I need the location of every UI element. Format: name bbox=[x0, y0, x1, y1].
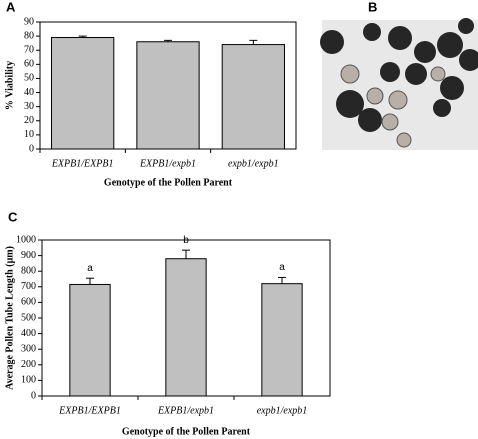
y-tick-label: 400 bbox=[21, 328, 36, 339]
y-tick-label: 40 bbox=[24, 87, 34, 98]
micrograph bbox=[320, 18, 478, 150]
y-tick-label: 90 bbox=[24, 16, 34, 27]
x-tick-label: EXPB1/expb1 bbox=[139, 158, 196, 169]
y-tick-label: 80 bbox=[24, 30, 34, 41]
bar bbox=[165, 258, 207, 397]
bar bbox=[261, 283, 303, 397]
y-tick-label: 60 bbox=[24, 59, 34, 70]
x-tick-label: EXPB1/EXPB1 bbox=[51, 158, 114, 169]
y-tick-label: 30 bbox=[24, 101, 34, 112]
annotation: a bbox=[87, 263, 93, 274]
panel-label: A bbox=[6, 0, 16, 14]
panel-label: B bbox=[368, 0, 377, 14]
bar bbox=[136, 41, 200, 150]
x-tick-label: EXPB1/EXPB1 bbox=[58, 405, 121, 416]
y-tick-label: 10 bbox=[24, 129, 34, 140]
bar bbox=[69, 283, 111, 397]
y-axis-label: Average Pollen Tube Length (μm) bbox=[4, 246, 15, 390]
y-tick-label: 800 bbox=[21, 265, 36, 276]
y-tick-label: 1000 bbox=[16, 234, 36, 245]
x-tick-label: expb1/expb1 bbox=[257, 405, 308, 416]
x-tick-label: expb1/expb1 bbox=[228, 158, 279, 169]
y-tick-label: 20 bbox=[24, 115, 34, 126]
annotation: a bbox=[279, 262, 285, 273]
bar bbox=[51, 37, 115, 150]
y-tick-label: 700 bbox=[21, 281, 36, 292]
y-tick-label: 100 bbox=[21, 375, 36, 386]
y-tick-label: 300 bbox=[21, 343, 36, 354]
x-axis-label: Genotype of the Pollen Parent bbox=[104, 177, 233, 188]
y-tick-label: 500 bbox=[21, 312, 36, 323]
y-tick-label: 900 bbox=[21, 250, 36, 261]
y-tick-label: 70 bbox=[24, 45, 34, 56]
y-axis-label: % Viability bbox=[4, 61, 15, 110]
annotation: b bbox=[183, 235, 189, 246]
y-tick-label: 200 bbox=[21, 359, 36, 370]
y-tick-label: 0 bbox=[31, 390, 36, 401]
bar bbox=[221, 44, 285, 150]
y-tick-label: 600 bbox=[21, 297, 36, 308]
panel-label: C bbox=[8, 209, 18, 224]
y-tick-label: 0 bbox=[29, 143, 34, 154]
x-tick-label: EXPB1/expb1 bbox=[157, 405, 214, 416]
x-axis-label: Genotype of the Pollen Parent bbox=[122, 426, 251, 437]
y-tick-label: 50 bbox=[24, 73, 34, 84]
